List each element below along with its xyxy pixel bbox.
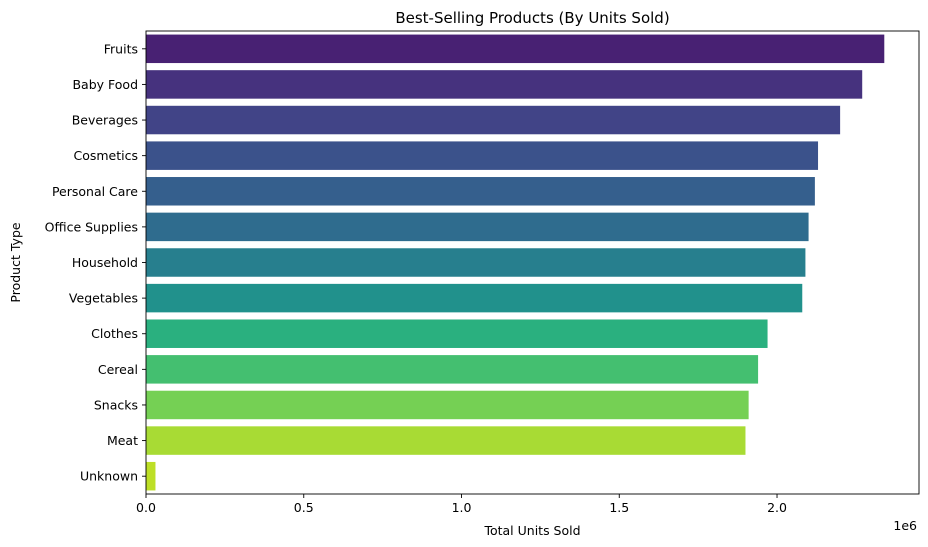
bar-cosmetics [146, 141, 819, 170]
y-tick-label-fruits: Fruits [104, 41, 138, 56]
bar-beverages [146, 105, 841, 135]
x-tick-label: 0.0 [136, 500, 156, 515]
y-tick-label-household: Household [72, 255, 138, 270]
bars-group [146, 34, 885, 491]
y-tick-label-cosmetics: Cosmetics [73, 148, 138, 163]
y-tick-label-cereal: Cereal [98, 362, 138, 377]
y-tick-label-personal-care: Personal Care [52, 184, 138, 199]
plot-frame [145, 30, 920, 495]
y-tick-label-baby-food: Baby Food [72, 77, 138, 92]
y-tick-label-office-supplies: Office Supplies [45, 219, 138, 234]
bar-personal-care [146, 177, 815, 206]
x-tick-label: 1.5 [609, 500, 629, 515]
bar-cereal [146, 355, 759, 384]
x-tick-label: 0.5 [294, 500, 314, 515]
bar-office-supplies [146, 212, 809, 242]
bar-fruits [146, 34, 885, 64]
y-tick-label-unknown: Unknown [80, 469, 138, 484]
y-axis-ticks: Fruits Baby Food Beverages Cosmetics Persona… [45, 41, 146, 484]
y-tick-label-beverages: Beverages [72, 113, 138, 128]
y-tick-label-vegetables: Vegetables [69, 291, 138, 306]
x-axis-scale-label: 1e6 [893, 518, 917, 533]
bar-clothes [146, 319, 768, 348]
bar-meat [146, 426, 746, 455]
bar-vegetables [146, 283, 803, 313]
bar-snacks [146, 390, 749, 420]
x-axis-label: Total Units Sold [483, 523, 580, 538]
chart-title: Best-Selling Products (By Units Sold) [395, 9, 669, 27]
x-axis-ticks: 0.0 0.5 1.0 1.5 2.0 [136, 494, 787, 515]
bar-household [146, 248, 806, 277]
x-tick-label: 2.0 [767, 500, 787, 515]
bar-baby-food [146, 70, 863, 99]
y-tick-label-snacks: Snacks [94, 397, 138, 412]
y-tick-label-clothes: Clothes [91, 326, 138, 341]
y-tick-label-meat: Meat [107, 433, 138, 448]
y-axis-label: Product Type [8, 222, 23, 302]
x-tick-label: 1.0 [452, 500, 472, 515]
bar-unknown [146, 461, 156, 491]
